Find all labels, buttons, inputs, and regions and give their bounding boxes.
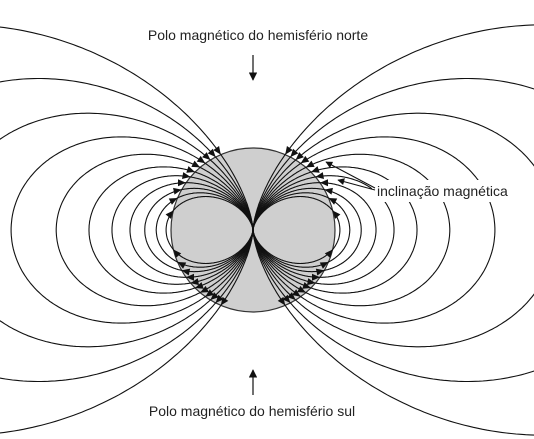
field-arrow xyxy=(311,166,320,173)
field-line xyxy=(0,77,254,383)
field-line xyxy=(55,153,254,307)
label-bg xyxy=(118,24,408,46)
field-arrow xyxy=(290,148,299,157)
field-arrow xyxy=(328,198,338,205)
field-arrow xyxy=(191,160,201,168)
field-arrow xyxy=(285,146,293,155)
field-arrow xyxy=(302,282,311,289)
field-arrow xyxy=(292,289,301,297)
field-lines xyxy=(0,24,534,436)
field-arrow xyxy=(319,262,329,269)
field-arrow xyxy=(315,172,324,179)
pointer xyxy=(325,161,376,189)
field-arrow xyxy=(210,292,219,300)
field-line xyxy=(88,166,254,294)
field-line xyxy=(0,26,254,434)
field-arrow xyxy=(205,289,214,297)
field-arrow xyxy=(332,210,341,219)
field-arrow xyxy=(186,166,195,173)
field-line xyxy=(252,136,496,324)
field-arrow xyxy=(324,187,333,195)
field-arrow xyxy=(324,249,333,258)
field-line xyxy=(252,24,534,436)
field-arrow xyxy=(202,152,211,160)
field-arrow xyxy=(173,187,182,195)
field-arrow xyxy=(300,155,310,164)
field-arrow xyxy=(297,285,306,293)
field-arrow xyxy=(320,179,328,187)
field-arrow xyxy=(182,172,191,179)
field-line xyxy=(252,182,377,278)
field-line xyxy=(252,175,395,285)
field-line xyxy=(252,153,451,307)
field-line xyxy=(144,187,254,273)
field-arrow xyxy=(277,296,286,306)
field-arrow xyxy=(305,160,315,168)
field-arrow xyxy=(220,296,229,306)
field-arrow xyxy=(177,262,187,269)
field-arrow xyxy=(215,294,224,303)
field-arrow xyxy=(173,249,182,258)
north-label: Polo magnético do hemisfério norte xyxy=(148,27,368,43)
field-arrow xyxy=(168,198,178,205)
field-line xyxy=(252,192,351,268)
field-arrow xyxy=(186,273,194,281)
field-arrow xyxy=(181,268,191,276)
field-line xyxy=(155,192,254,268)
field-arrow xyxy=(315,268,325,276)
field-arrow xyxy=(207,148,216,157)
field-arrow xyxy=(196,155,206,164)
field-line xyxy=(252,187,362,273)
label-bg xyxy=(372,180,532,202)
field-arrow xyxy=(307,278,316,286)
inclination-label: inclinação magnética xyxy=(377,183,508,199)
pointer xyxy=(337,178,376,191)
field-arrow xyxy=(190,278,199,286)
south-label: Polo magnético do hemisfério sul xyxy=(149,403,355,419)
field-line xyxy=(252,166,418,294)
field-line xyxy=(10,136,254,324)
field-line xyxy=(252,195,341,265)
field-arrow xyxy=(195,282,204,289)
field-line xyxy=(129,182,254,278)
field-arrow xyxy=(200,285,209,293)
field-arrow xyxy=(287,292,296,300)
field-arrow xyxy=(312,273,320,281)
field-arrow xyxy=(282,294,291,303)
label-bg xyxy=(122,400,382,422)
field-arrow xyxy=(178,179,186,187)
field-arrow xyxy=(295,152,304,160)
field-line xyxy=(252,77,534,383)
field-line xyxy=(165,195,254,265)
field-arrow xyxy=(213,146,221,155)
field-arrow xyxy=(165,210,174,219)
field-line xyxy=(111,175,254,285)
